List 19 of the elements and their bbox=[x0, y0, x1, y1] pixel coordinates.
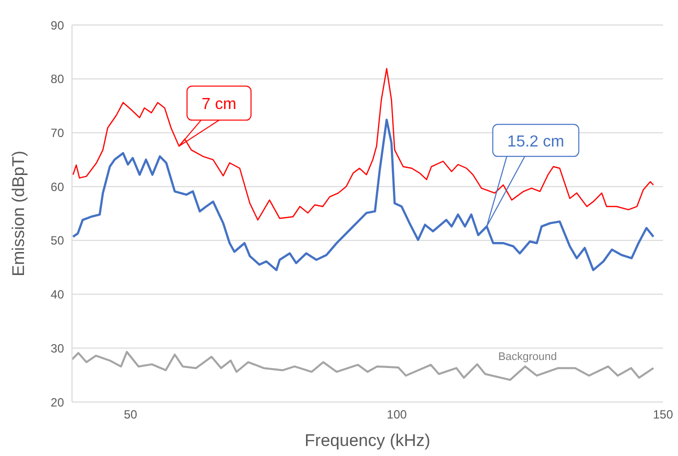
x-axis-title: Frequency (kHz) bbox=[304, 431, 430, 450]
y-tick-label: 30 bbox=[50, 341, 64, 356]
text: 15.2 cm bbox=[507, 133, 564, 150]
y-tick-label: 60 bbox=[50, 180, 64, 194]
series-label: 7 cm bbox=[202, 96, 236, 114]
x-tick-label: 50 bbox=[124, 408, 138, 422]
line-series bbox=[72, 68, 654, 221]
x-tick-label: 150 bbox=[652, 408, 674, 422]
x-tick-label: 100 bbox=[386, 408, 408, 422]
series-label: Background bbox=[498, 350, 557, 363]
line-series bbox=[72, 350, 654, 381]
y-axis-title: Emission (dBpT) bbox=[9, 150, 28, 276]
line-series bbox=[72, 118, 655, 272]
y-tick-label: 50 bbox=[50, 234, 64, 248]
y-tick-label: 40 bbox=[50, 288, 64, 302]
y-tick-label: 70 bbox=[50, 126, 64, 140]
y-tick-label: 20 bbox=[50, 395, 64, 410]
y-tick-label: 90 bbox=[50, 18, 64, 32]
y-tick-label: 80 bbox=[50, 72, 64, 86]
